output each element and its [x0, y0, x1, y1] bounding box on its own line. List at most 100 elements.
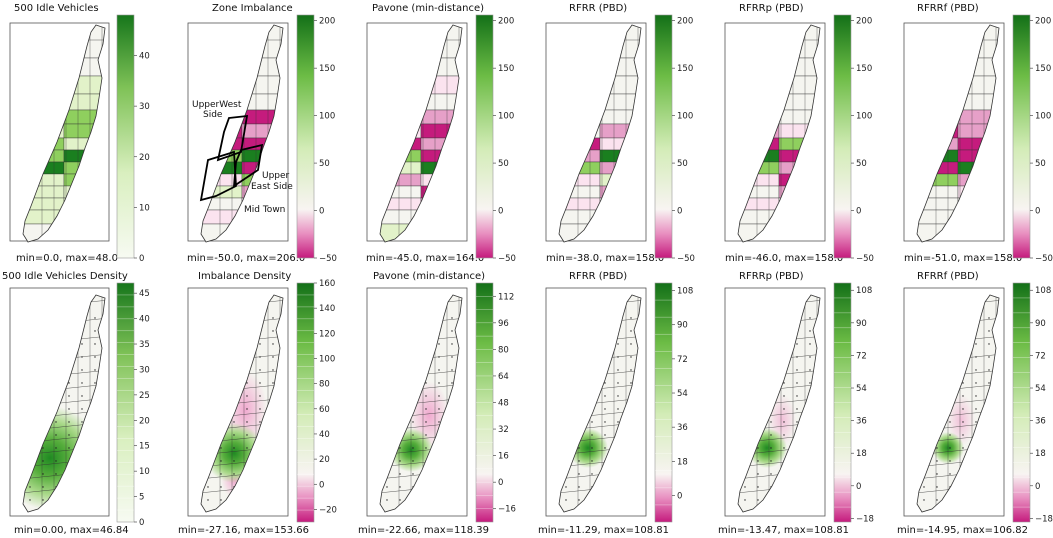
- colorbar-tick-label: 18: [1035, 449, 1046, 459]
- colorbar-tick-label: 96: [498, 319, 509, 329]
- colorbar-tick-label: 72: [856, 351, 867, 361]
- imbalance-annotations: UpperWest Side Upper East Side Mid Town: [192, 100, 293, 215]
- title-p5: RFRRp (PBD): [739, 3, 804, 14]
- colorbar-tick-label: 0: [1035, 482, 1040, 492]
- range-p2: min=-50.0, max=206.0: [187, 253, 305, 264]
- colorbar-tick-label: 200: [856, 17, 872, 27]
- colorbar-tick-label: 20: [139, 416, 150, 426]
- colorbar-tick-label: 36: [677, 423, 688, 433]
- range-labels: min=0.0, max=48.0 min=-50.0, max=206.0 m…: [14, 253, 1028, 536]
- colorbar-tick-label: 36: [1035, 417, 1046, 427]
- colorbar-tick-label: 50: [856, 159, 867, 169]
- colorbar-tick-label: 140: [319, 304, 335, 314]
- title-p4: RFRR (PBD): [569, 3, 627, 14]
- colorbar-tick-label: 54: [856, 384, 867, 394]
- colorbar-tick-label: 35: [139, 340, 150, 350]
- colorbar-p1: [116, 14, 135, 259]
- colorbar-tick-label: 72: [1035, 351, 1046, 361]
- colorbar-tick-label: 160: [319, 279, 335, 289]
- colorbar-tick-label: −20: [319, 505, 337, 515]
- colorbar-tick-label: 112: [498, 292, 514, 302]
- colorbar-tick-label: −16: [498, 505, 516, 515]
- colorbar-tick-label: 15: [139, 442, 150, 452]
- colorbar-tick-label: 0: [139, 254, 144, 264]
- range-p6: min=-51.0, max=158.0: [904, 253, 1022, 264]
- colorbar-p2: [296, 14, 315, 259]
- colorbar-tick-label: 150: [1035, 64, 1051, 74]
- colorbar-tick-label: 120: [319, 329, 335, 339]
- colorbar-tick-label: −18: [1035, 514, 1053, 524]
- colorbar-tick-label: 80: [498, 345, 509, 355]
- title-p3: Pavone (min-distance): [372, 3, 484, 14]
- colorbar-tick-label: 40: [139, 52, 150, 62]
- range-d6: min=-14.95, max=106.82: [897, 525, 1028, 536]
- colorbar-tick-label: 150: [498, 64, 514, 74]
- annotation-side: Side: [203, 110, 223, 120]
- range-p5: min=-46.0, max=158.0: [725, 253, 843, 264]
- colorbar-tick-label: 30: [139, 365, 150, 375]
- colorbar-tick-label: 0: [856, 482, 861, 492]
- panel-titles: 500 Idle Vehicles Zone Imbalance Pavone …: [2, 3, 979, 282]
- title-d2: Imbalance Density: [198, 271, 291, 282]
- colorbar-p4: [654, 14, 673, 259]
- colorbar-tick-label: 100: [319, 112, 335, 122]
- title-d1: 500 Idle Vehicles Density: [2, 271, 128, 282]
- colorbar-tick-label: 48: [498, 399, 509, 409]
- colorbar-tick-label: 20: [139, 153, 150, 163]
- title-p2: Zone Imbalance: [212, 3, 293, 14]
- colorbar-tick-label: 25: [139, 391, 150, 401]
- colorbar-tick-label: 0: [319, 207, 324, 217]
- upper-west-side-outline: [216, 114, 249, 162]
- colorbar-tick-label: 90: [1035, 319, 1046, 329]
- mid-town-outline: [199, 150, 237, 202]
- colorbar-tick-label: 90: [677, 321, 688, 331]
- colorbar-tick-label: 150: [319, 64, 335, 74]
- colorbar-tick-label: 50: [677, 159, 688, 169]
- range-d5: min=-13.47, max=108.81: [718, 525, 849, 536]
- colorbar-tick-label: 200: [498, 17, 514, 27]
- colorbar-tick-label: 36: [856, 417, 867, 427]
- colorbar-tick-label: −18: [856, 514, 874, 524]
- annotation-east-side: East Side: [251, 182, 293, 192]
- colorbar-tick-label: 54: [677, 389, 688, 399]
- colorbar-tick-label: −50: [498, 254, 516, 264]
- colorbar-tick-label: 100: [498, 112, 514, 122]
- colorbar-tick-label: 0: [139, 518, 144, 528]
- colorbar-tick-label: 40: [319, 430, 330, 440]
- colorbar-tick-label: 10: [139, 467, 150, 477]
- title-p1: 500 Idle Vehicles: [14, 3, 99, 14]
- colorbar-tick-label: 72: [677, 355, 688, 365]
- colorbar-tick-label: 100: [856, 112, 872, 122]
- colorbar-tick-label: −50: [856, 254, 874, 264]
- map-panels: [9, 22, 1005, 517]
- colorbar-tick-label: 50: [319, 159, 330, 169]
- colorbar-tick-label: 150: [856, 64, 872, 74]
- colorbar-tick-label: 100: [677, 112, 693, 122]
- colorbar-tick-label: 18: [856, 449, 867, 459]
- colorbar-tick-label: 10: [139, 203, 150, 213]
- colorbar-tick-label: 0: [319, 480, 324, 490]
- title-d3: Pavone (min-distance): [373, 271, 485, 282]
- range-d3: min=-22.66, max=118.39: [358, 525, 489, 536]
- colorbar-tick-label: 0: [1035, 207, 1040, 217]
- colorbar-tick-label: 0: [498, 207, 503, 217]
- colorbar-tick-label: 100: [1035, 112, 1051, 122]
- range-p3: min=-45.0, max=164.0: [366, 253, 484, 264]
- colorbar-tick-label: −50: [677, 254, 695, 264]
- colorbar-tick-label: 0: [856, 207, 861, 217]
- colorbar-tick-label: 60: [319, 405, 330, 415]
- colorbar-p6: [1012, 14, 1031, 259]
- colorbar-tick-label: 0: [677, 491, 682, 501]
- colorbars: 403020100200150100500−50200150100500−502…: [116, 14, 1053, 528]
- colorbar-tick-label: 108: [677, 287, 693, 297]
- annotation-mid-town: Mid Town: [244, 205, 285, 215]
- colorbar-tick-label: 0: [498, 478, 503, 488]
- colorbar-p3: [475, 14, 494, 259]
- title-p6: RFRRf (PBD): [917, 3, 979, 14]
- colorbar-tick-label: 40: [139, 315, 150, 325]
- colorbar-tick-label: −50: [1035, 254, 1053, 264]
- colorbar-tick-label: 108: [1035, 286, 1051, 296]
- colorbar-tick-label: 200: [319, 17, 335, 27]
- colorbar-tick-label: 150: [677, 64, 693, 74]
